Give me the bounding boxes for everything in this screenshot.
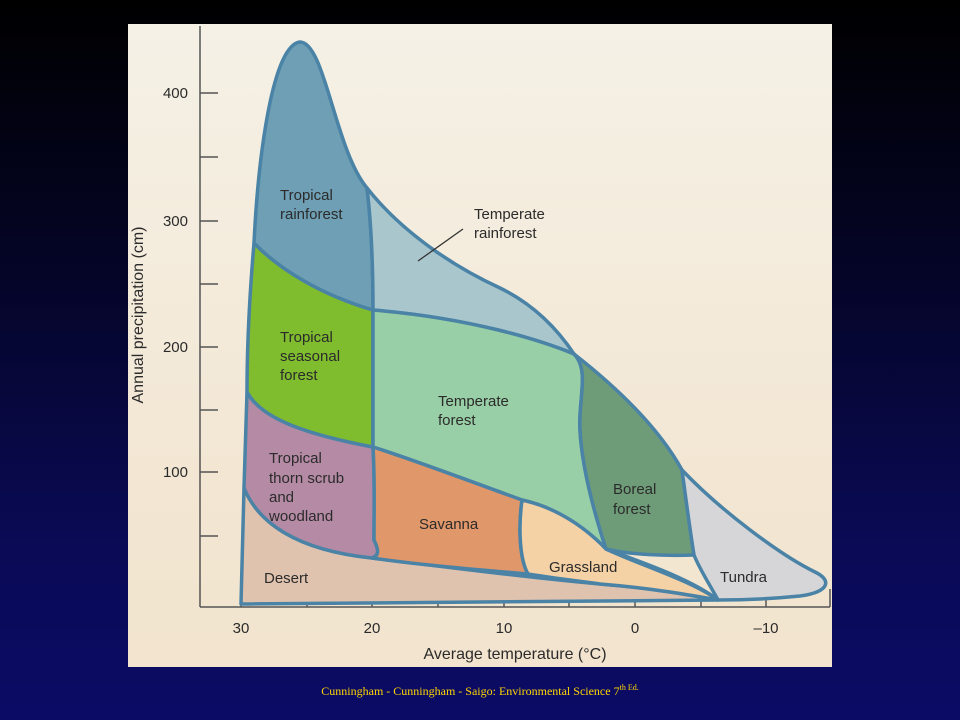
region-tropical-rainforest: [252, 40, 375, 312]
temperate-rainforest-pointer: [417, 228, 464, 262]
label-thorn-scrub-line2: thorn scrub: [269, 470, 344, 487]
label-desert: Desert: [264, 570, 309, 587]
region-tundra: [680, 468, 828, 602]
label-tundra: Tundra: [720, 569, 768, 586]
y-tick-label: 200: [163, 339, 188, 356]
y-tick-label: 300: [163, 213, 188, 230]
label-tropical-rainforest-line2: rainforest: [280, 206, 343, 223]
y-axis: 400 300 200 100 Annual precipitation (cm…: [130, 26, 218, 607]
label-temperate-forest-line2: forest: [438, 412, 476, 429]
x-tick-label: 10: [496, 620, 513, 637]
x-tick-label: 30: [233, 620, 250, 637]
credit-text: Cunningham - Cunningham - Saigo: Environ…: [321, 684, 620, 698]
label-thorn-scrub-line1: Tropical: [269, 450, 322, 467]
region-savanna: [370, 445, 530, 576]
y-tick-label: 400: [163, 85, 188, 102]
x-axis-title: Average temperature (°C): [423, 646, 606, 663]
label-tropical-rainforest-line1: Tropical: [280, 187, 333, 204]
label-tropical-seasonal-line2: seasonal: [280, 348, 340, 365]
label-temperate-rainforest-line1: Temperate: [474, 206, 545, 223]
grassland-boundary: [605, 547, 720, 602]
region-boreal-forest: [572, 352, 696, 558]
label-thorn-scrub-line3: and: [269, 489, 294, 506]
label-thorn-scrub-line4: woodland: [268, 508, 333, 525]
label-boreal-forest-line1: Boreal: [613, 481, 656, 498]
label-boreal-forest-line2: forest: [613, 501, 651, 518]
biome-labels: Tropical rainforest Temperate rainforest…: [264, 187, 768, 587]
label-savanna: Savanna: [419, 516, 479, 533]
x-tick-label: –10: [753, 620, 778, 637]
label-tropical-seasonal-line1: Tropical: [280, 329, 333, 346]
source-credit: Cunningham - Cunningham - Saigo: Environ…: [0, 683, 960, 699]
label-grassland: Grassland: [549, 559, 617, 576]
credit-edition: th Ed.: [619, 683, 639, 692]
y-tick-label: 100: [163, 464, 188, 481]
x-tick-label: 20: [364, 620, 381, 637]
y-axis-title: Annual precipitation (cm): [130, 227, 147, 404]
label-temperate-forest-line1: Temperate: [438, 393, 509, 410]
x-tick-label: 0: [631, 620, 639, 637]
biome-regions: [239, 40, 828, 606]
label-tropical-seasonal-line3: forest: [280, 367, 318, 384]
label-temperate-rainforest-line2: rainforest: [474, 225, 537, 242]
